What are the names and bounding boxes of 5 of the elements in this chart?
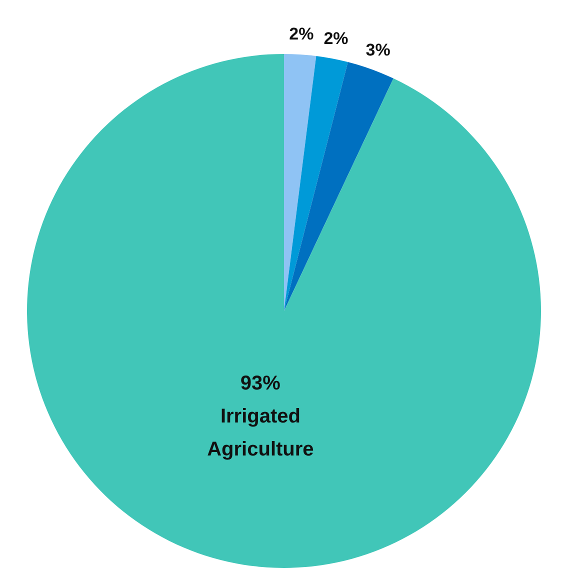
- slice-label: Irrigated Agriculture: [207, 405, 314, 460]
- data-label: 3%: [366, 40, 390, 60]
- data-label: 93%: [240, 372, 281, 394]
- data-label: 2%: [289, 24, 314, 44]
- data-label: 2%: [324, 28, 348, 48]
